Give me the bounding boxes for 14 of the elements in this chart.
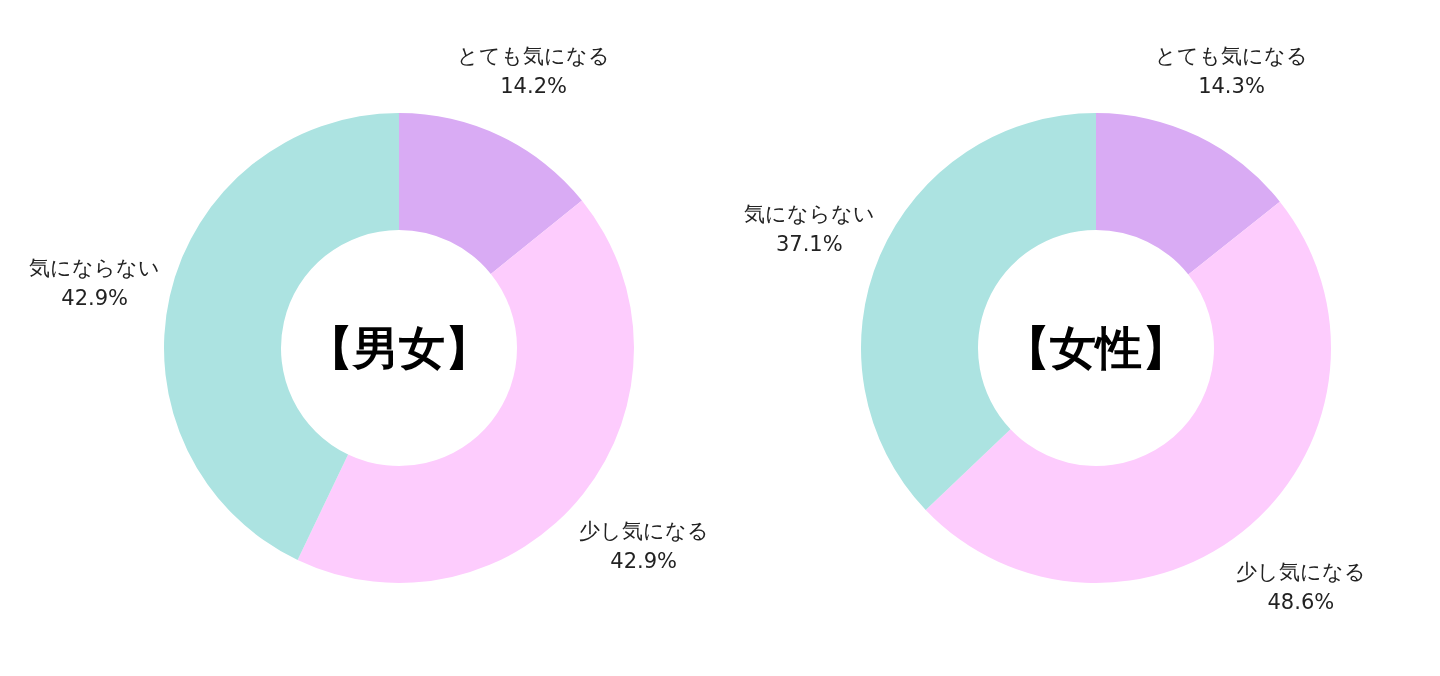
- slice-label: とても気になる: [1155, 43, 1308, 68]
- data-label: 37.1%: [775, 231, 843, 256]
- slice-label: 気にならない: [743, 201, 875, 226]
- data-label: 14.3%: [1198, 73, 1265, 98]
- slice-label: とても気になる: [457, 43, 611, 68]
- data-label: 42.9%: [610, 548, 678, 573]
- data-label: 42.9%: [61, 285, 129, 310]
- data-label: 48.6%: [1267, 590, 1335, 615]
- slice-label: 少し気になる: [578, 518, 709, 543]
- text: 【男女】: [307, 321, 491, 375]
- slice-label: 気にならない: [29, 255, 161, 280]
- text: 【女性】: [1004, 321, 1188, 375]
- slice-label: 少し気になる: [1235, 560, 1366, 585]
- data-label: 14.2%: [500, 73, 567, 98]
